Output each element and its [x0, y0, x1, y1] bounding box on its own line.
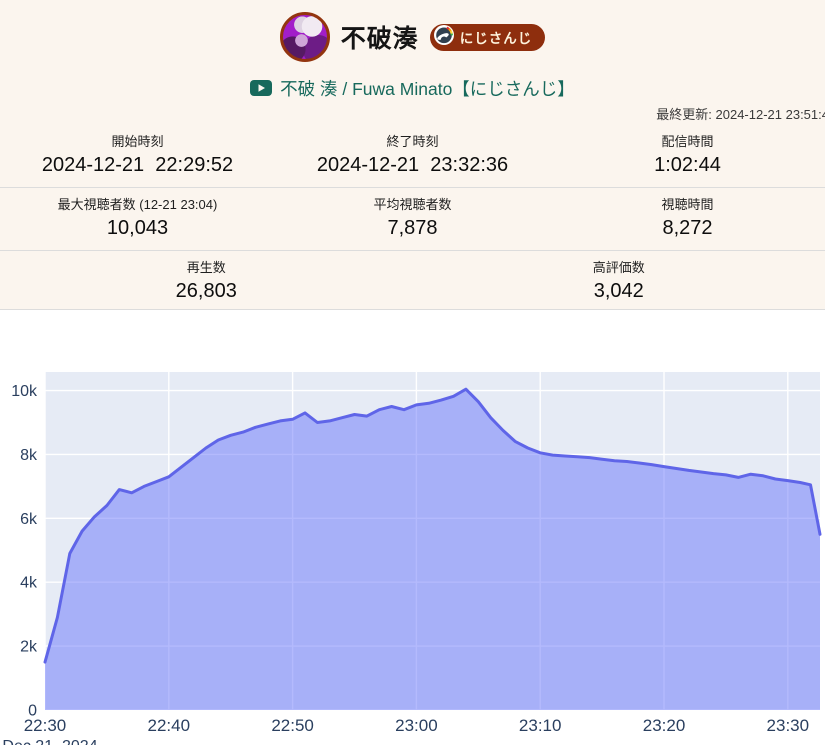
- stat-view-count: 再生数 26,803: [0, 260, 413, 303]
- stats-row-engagement: 再生数 26,803 高評価数 3,042: [0, 251, 825, 310]
- channel-name: 不破湊: [341, 19, 419, 55]
- stat-label: 再生数: [0, 260, 413, 276]
- stats-row-times: 開始時刻 2024-12-21 22:29:52 終了時刻 2024-12-21…: [0, 125, 825, 188]
- header-and-stats-panel: 不破湊 にじさんじ: [0, 0, 825, 310]
- stat-label: 最大視聴者数 (12-21 23:04): [0, 197, 275, 213]
- stat-label: 終了時刻: [275, 134, 550, 150]
- y-tick-label: 8k: [20, 447, 38, 464]
- stat-value: 3,042: [413, 279, 825, 303]
- channel-identity: 不破湊 にじさんじ: [0, 0, 825, 62]
- youtube-icon: [250, 80, 272, 96]
- stat-max-viewers: 最大視聴者数 (12-21 23:04) 10,043: [0, 197, 275, 240]
- stat-watch-hours: 視聴時間 8,272: [550, 197, 825, 240]
- stat-label: 高評価数: [413, 260, 825, 276]
- stat-like-count: 高評価数 3,042: [413, 260, 825, 303]
- stat-end-time: 終了時刻 2024-12-21 23:32:36: [275, 134, 550, 177]
- y-tick-label: 6k: [20, 511, 38, 528]
- stats-table: 開始時刻 2024-12-21 22:29:52 終了時刻 2024-12-21…: [0, 125, 825, 310]
- x-tick-label: 22:30: [24, 716, 67, 735]
- video-link-row: 不破 湊 / Fuwa Minato【にじさんじ】: [0, 77, 825, 99]
- x-tick-label: 23:10: [519, 716, 562, 735]
- last-updated-timestamp: 最終更新: 2024-12-21 23:51:4: [656, 104, 825, 123]
- x-tick-label: 23:20: [643, 716, 686, 735]
- stat-value: 8,272: [550, 216, 825, 240]
- stat-value: 2024-12-21 23:32:36: [275, 153, 550, 177]
- y-tick-label: 4k: [20, 575, 38, 592]
- stat-value: 10,043: [0, 216, 275, 240]
- stat-value: 2024-12-21 22:29:52: [0, 153, 275, 177]
- y-tick-label: 2k: [20, 639, 38, 656]
- y-tick-label: 10k: [11, 383, 38, 400]
- x-tick-label: 23:00: [395, 716, 438, 735]
- stat-value: 1:02:44: [550, 153, 825, 177]
- stat-avg-viewers: 平均視聴者数 7,878: [275, 197, 550, 240]
- x-tick-label: 22:50: [271, 716, 314, 735]
- agency-badge[interactable]: にじさんじ: [430, 24, 546, 51]
- x-axis-date-label: Dec 21, 2024: [2, 738, 97, 745]
- nijisanji-logo-icon: [434, 25, 454, 50]
- stat-label: 開始時刻: [0, 134, 275, 150]
- x-tick-label: 23:30: [767, 716, 810, 735]
- stats-row-viewers: 最大視聴者数 (12-21 23:04) 10,043 平均視聴者数 7,878…: [0, 188, 825, 251]
- stat-value: 7,878: [275, 216, 550, 240]
- stat-label: 平均視聴者数: [275, 197, 550, 213]
- agency-badge-label: にじさんじ: [460, 27, 533, 47]
- channel-avatar[interactable]: [280, 12, 330, 62]
- stat-duration: 配信時間 1:02:44: [550, 134, 825, 177]
- stat-label: 配信時間: [550, 134, 825, 150]
- stat-start-time: 開始時刻 2024-12-21 22:29:52: [0, 134, 275, 177]
- stat-label: 視聴時間: [550, 197, 825, 213]
- channel-header: 不破湊 にじさんじ: [0, 0, 825, 99]
- x-tick-label: 22:40: [148, 716, 191, 735]
- video-title-link[interactable]: 不破 湊 / Fuwa Minato【にじさんじ】: [280, 76, 575, 101]
- stat-value: 26,803: [0, 279, 413, 303]
